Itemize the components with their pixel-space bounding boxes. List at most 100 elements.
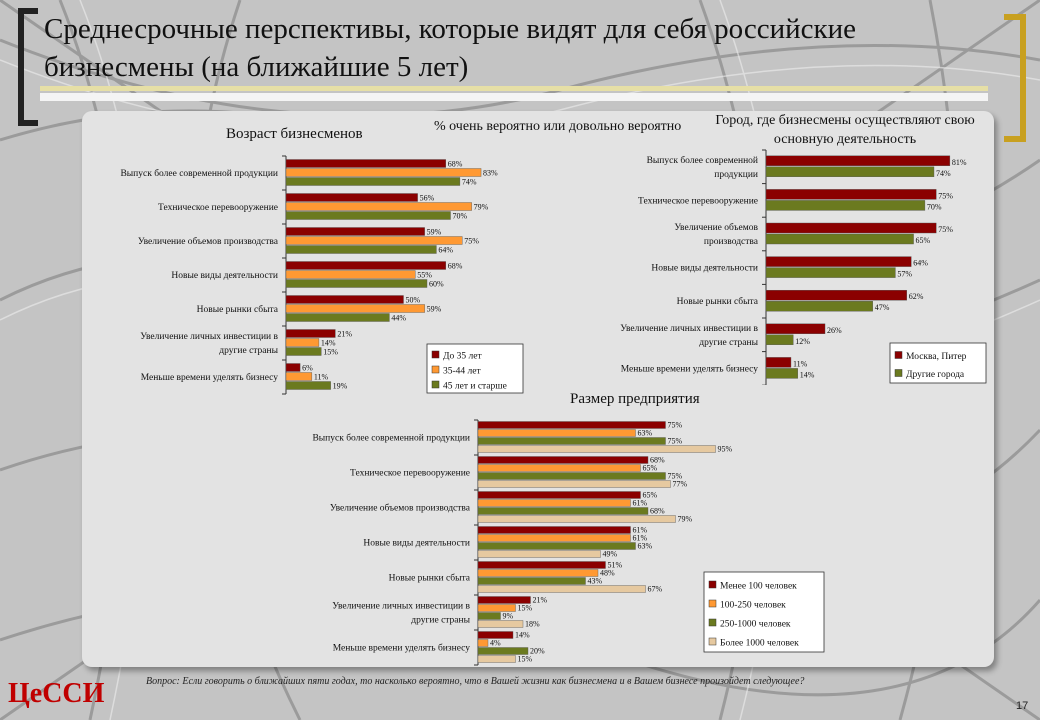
data-label: 95% [718, 445, 733, 454]
category-label: Техническое перевооружение [158, 203, 278, 213]
legend-label: 100-250 человек [720, 601, 786, 611]
data-label: 68% [448, 160, 463, 169]
data-label: 51% [608, 561, 623, 570]
legend-swatch [708, 618, 717, 627]
data-label: 15% [518, 655, 533, 664]
data-label: 11% [314, 373, 329, 382]
title-underline-gold [40, 86, 988, 91]
data-label: 20% [530, 647, 545, 656]
bar [285, 372, 313, 381]
category-label: Новые рынки сбыта [197, 304, 279, 315]
bar [285, 193, 418, 202]
left-bracket [18, 8, 38, 126]
data-label: 48% [600, 569, 615, 578]
category-label: Меньше времени уделять бизнесу [141, 372, 279, 383]
legend-label: Другие города [906, 370, 965, 380]
bar [285, 313, 390, 322]
bar [477, 507, 649, 515]
bar [285, 245, 437, 254]
data-label: 74% [462, 178, 477, 187]
legend-swatch [708, 637, 717, 646]
category-label: Меньше времени уделять бизнесу [333, 643, 471, 654]
bar [765, 267, 896, 278]
page-number: 17 [1016, 700, 1029, 712]
bar [765, 334, 794, 346]
data-label: 15% [518, 604, 533, 613]
category-label: Увеличение личных инвестиции в другие стр… [620, 324, 758, 348]
bar [477, 561, 606, 569]
bar [285, 202, 472, 211]
category-label: Меньше времени уделять бизнесу [621, 363, 759, 374]
data-label: 70% [453, 212, 468, 221]
data-label: 74% [936, 169, 951, 178]
data-label: 65% [643, 491, 658, 500]
legend-swatch [708, 599, 717, 608]
bar [477, 612, 501, 620]
data-label: 21% [533, 596, 548, 605]
category-label: Выпуск более современной продукции [312, 433, 470, 444]
bar [477, 429, 636, 437]
data-label: 79% [474, 203, 489, 212]
category-label: Новые рынки сбыта [389, 573, 471, 584]
category-label: Новые виды деятельности [651, 264, 758, 274]
bar [477, 647, 529, 655]
bar [765, 289, 907, 301]
legend-label: 250-1000 человек [720, 620, 791, 630]
bar [285, 177, 461, 186]
data-label: 59% [427, 305, 442, 314]
bar [477, 639, 489, 647]
legend-box [703, 571, 825, 653]
right-bracket [1004, 14, 1026, 142]
bar [765, 368, 798, 379]
bar [765, 166, 935, 177]
data-label: 19% [333, 382, 348, 391]
legend-label: Более 1000 человек [720, 639, 799, 649]
bar [285, 168, 482, 177]
bar [285, 295, 404, 304]
category-label: Увеличение личных инвестиции в другие стр… [140, 332, 278, 356]
data-label: 75% [938, 225, 953, 234]
data-label: 61% [633, 499, 648, 508]
data-label: 79% [678, 515, 693, 524]
data-label: 9% [503, 612, 514, 621]
data-label: 18% [525, 620, 540, 629]
category-label: Выпуск более современной продукции [120, 168, 278, 179]
bar [477, 437, 666, 445]
bar [477, 534, 631, 542]
legend-swatch [431, 365, 440, 374]
data-label: 4% [490, 639, 501, 648]
data-label: 12% [795, 337, 810, 346]
bar [765, 189, 937, 200]
data-label: 50% [406, 296, 421, 305]
subtitle: % очень вероятно или довольно вероятно [434, 119, 682, 134]
data-label: 14% [321, 339, 336, 348]
legend-label: 35-44 лет [443, 367, 481, 377]
data-label: 43% [588, 577, 603, 586]
category-label: Техническое перевооружение [638, 196, 758, 206]
data-label: 70% [927, 202, 942, 211]
data-label: 75% [668, 472, 683, 481]
bar [285, 159, 447, 168]
data-label: 63% [638, 542, 653, 551]
category-label: Увеличение объемов производства [138, 236, 279, 247]
bar [285, 347, 322, 356]
bar [285, 304, 425, 313]
bar [477, 631, 514, 639]
data-label: 65% [643, 464, 658, 473]
legend-swatch [431, 380, 440, 389]
bar [765, 357, 792, 368]
data-label: 14% [800, 370, 815, 379]
bar [765, 300, 873, 312]
data-label: 26% [827, 326, 842, 335]
bar [477, 585, 646, 593]
category-label: Увеличение объемов производства [674, 222, 758, 247]
category-label: Новые виды деятельности [171, 271, 278, 281]
title-underline-white [40, 93, 988, 101]
bar [477, 445, 716, 453]
bar [285, 338, 320, 347]
bar [285, 236, 463, 245]
bar [477, 421, 666, 429]
bar [477, 542, 636, 550]
data-label: 60% [429, 280, 444, 289]
category-label: Техническое перевооружение [350, 469, 470, 479]
